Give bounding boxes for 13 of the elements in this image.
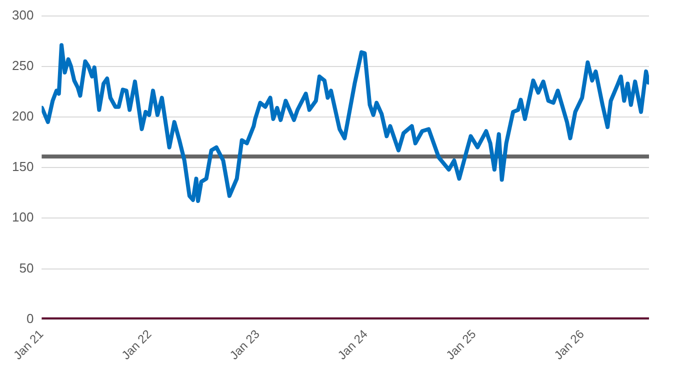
y-tick-label: 250 (12, 58, 34, 73)
y-tick-label: 300 (12, 7, 34, 22)
y-tick-label: 50 (19, 260, 34, 276)
x-tick-label: Jan 23 (226, 326, 263, 362)
x-tick-label: Jan 24 (335, 326, 371, 362)
y-tick-label: 200 (12, 108, 34, 124)
x-tick-label: Jan 26 (551, 326, 588, 362)
y-tick-label: 150 (12, 159, 34, 174)
x-tick-label: Jan 21 (10, 326, 46, 362)
x-tick-label: Jan 22 (118, 326, 154, 362)
x-tick-label: Jan 25 (443, 326, 479, 362)
y-tick-label: 100 (12, 210, 34, 225)
y-tick-label: 0 (26, 310, 34, 326)
